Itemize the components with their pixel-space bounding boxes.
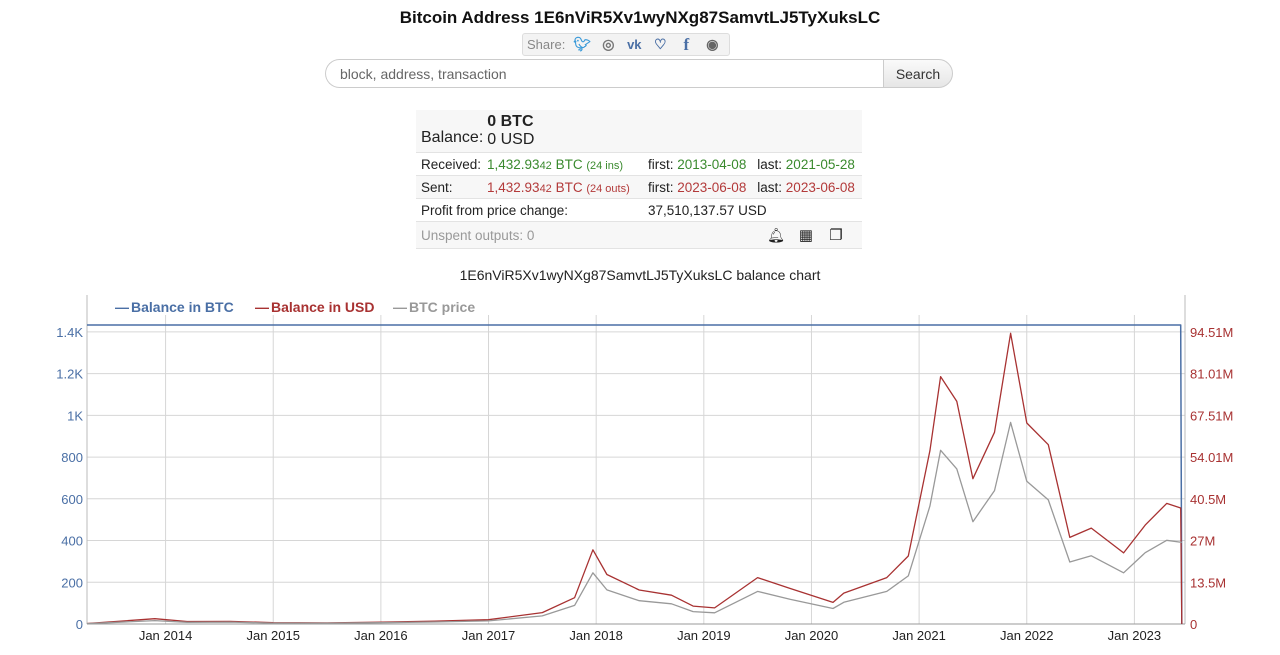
search-bar: Search [325, 59, 953, 88]
series-line-price [86, 421, 1182, 625]
sent-last-label: last: [757, 179, 783, 195]
x-tick-label: Jan 2017 [462, 628, 516, 643]
unspent-label: Unspent outputs: 0 [421, 227, 535, 243]
page-title: Bitcoin Address 1E6nViR5Xv1wyNXg87SamvtL… [399, 8, 881, 27]
series-line-usd [86, 332, 1183, 625]
x-tick-label: Jan 2014 [139, 628, 193, 643]
weibo-icon[interactable]: ◉ [706, 36, 719, 52]
y-right-tick-label: 81.01M [1190, 367, 1233, 382]
y-right-tick-label: 40.5M [1190, 492, 1226, 507]
x-tick-label: Jan 2019 [677, 628, 731, 643]
y-left-tick-label: 1.2K [56, 367, 83, 382]
y-right-tick-label: 67.51M [1190, 408, 1233, 423]
balance-chart: 0 200 400 600 800 1K 1.2K 1.4K 0 13.5M 27M 40.5M 54.… [56, 295, 1233, 643]
x-tick-label: Jan 2021 [892, 628, 946, 643]
y-right-tick-label: 54.01M [1190, 450, 1233, 465]
chart-title: 1E6nViR5Xv1wyNXg87SamvtLJ5TyXuksLC balan… [459, 267, 821, 283]
unspent-row: Unspent outputs: 0 🔔︎ ▦ ❐ [416, 222, 862, 249]
share-bar: Share: 🐦︎ ◎ vk ♡ f ◉ [522, 33, 731, 56]
chart-grid [87, 315, 1185, 625]
x-tick-label: Jan 2023 [1108, 628, 1162, 643]
y-left-tick-label: 600 [61, 492, 83, 507]
y-right-tick-label: 94.51M [1190, 325, 1233, 340]
legend-marker: — [115, 299, 129, 315]
profit-row: Profit from price change: 37,510,137.57 … [416, 199, 862, 222]
vk-icon[interactable]: vk [627, 37, 642, 52]
address-summary: Balance: 0 BTC 0 USD Received: 1,432.934… [416, 110, 862, 249]
received-label: Received: [421, 156, 482, 172]
facebook-icon[interactable]: f [683, 34, 690, 54]
received-first-date[interactable]: 2013-04-08 [677, 156, 747, 172]
like-icon[interactable]: ♡ [654, 36, 667, 52]
sent-label: Sent: [421, 179, 453, 195]
x-tick-label: Jan 2020 [785, 628, 839, 643]
y-left-tick-label: 800 [61, 450, 83, 465]
chart-legend: — Balance in BTC — Balance in USD — BTC price [115, 299, 475, 315]
received-first-label: first: [648, 156, 674, 172]
chart-axes: 0 200 400 600 800 1K 1.2K 1.4K 0 13.5M 27M 40.5M 54.… [56, 295, 1233, 643]
legend-item[interactable]: BTC price [409, 299, 475, 315]
x-tick-label: Jan 2015 [246, 628, 300, 643]
x-tick-label: Jan 2016 [354, 628, 408, 643]
profit-label: Profit from price change: [421, 202, 569, 218]
copy-icon[interactable]: ❐ [829, 227, 843, 244]
search-button[interactable]: Search [883, 59, 953, 88]
balance-row: Balance: 0 BTC 0 USD [416, 110, 862, 153]
x-tick-label: Jan 2022 [1000, 628, 1054, 643]
received-last-date[interactable]: 2021-05-28 [785, 156, 855, 172]
balance-btc: 0 BTC [487, 113, 534, 130]
y-left-tick-label: 200 [61, 575, 83, 590]
bell-icon[interactable]: 🔔︎ [767, 226, 785, 243]
received-last-label: last: [757, 156, 783, 172]
legend-marker: — [393, 299, 407, 315]
y-left-tick-label: 1.4K [56, 325, 83, 340]
legend-marker: — [255, 299, 269, 315]
qr-code-icon[interactable]: ▦ [798, 227, 814, 244]
sent-first-date[interactable]: 2023-06-08 [677, 179, 747, 195]
x-tick-label: Jan 2018 [569, 628, 623, 643]
profit-value: 37,510,137.57 USD [648, 202, 767, 218]
sent-first-label: first: [648, 179, 674, 195]
twitter-icon[interactable]: 🐦︎ [573, 36, 592, 52]
sent-last-date[interactable]: 2023-06-08 [785, 179, 855, 195]
legend-item[interactable]: Balance in BTC [131, 299, 234, 315]
sent-amount: 1,432.9342 BTC (24 outs) [487, 179, 630, 195]
y-left-tick-label: 400 [61, 534, 83, 549]
share-label: Share: [527, 37, 566, 52]
y-left-tick-label: 1K [67, 408, 83, 423]
balance-label: Balance: [421, 129, 484, 146]
reddit-icon[interactable]: ◎ [602, 36, 615, 52]
sent-row: Sent: 1,432.9342 BTC (24 outs) first: 20… [416, 176, 862, 199]
received-row: Received: 1,432.9342 BTC (24 ins) first:… [416, 153, 862, 176]
balance-usd: 0 USD [487, 131, 535, 148]
y-right-tick-label: 13.5M [1190, 575, 1226, 590]
chart-series [86, 324, 1183, 625]
legend-item[interactable]: Balance in USD [271, 299, 374, 315]
received-amount: 1,432.9342 BTC (24 ins) [487, 156, 624, 172]
y-left-tick-label: 0 [76, 617, 83, 632]
y-right-tick-label: 27M [1190, 534, 1215, 549]
search-input[interactable] [325, 59, 883, 88]
y-right-tick-label: 0 [1190, 617, 1197, 632]
